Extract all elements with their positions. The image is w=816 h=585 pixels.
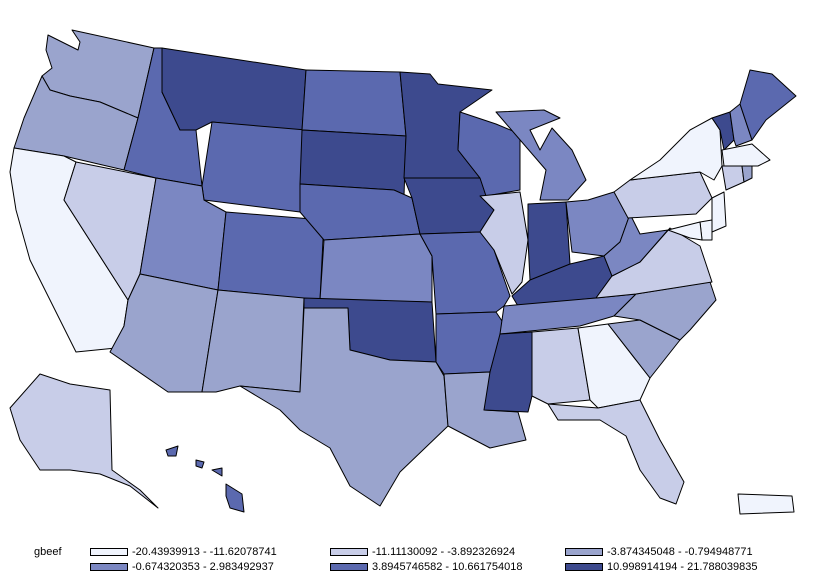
state-nj[interactable] [711,191,727,233]
state-il[interactable] [479,191,529,295]
state-al[interactable] [531,327,591,405]
legend-swatch [90,563,128,571]
legend-item: -20.43939913 - -11.62078741 [90,545,277,559]
state-pr[interactable] [737,493,795,515]
state-nd[interactable] [301,69,407,137]
state-ct[interactable] [721,165,745,191]
legend-label: 3.8945746582 - 10.661754018 [372,561,523,573]
state-hi[interactable] [165,445,245,513]
legend-swatch [565,563,603,571]
us-choropleth-map [9,29,797,515]
legend-item: 10.998914194 - 21.788039835 [565,560,757,574]
state-tx[interactable] [239,307,449,507]
state-ks[interactable] [319,233,433,303]
legend-item: -11.11130092 - -3.892326924 [330,545,515,559]
state-wi[interactable] [457,111,521,197]
state-fl[interactable] [547,399,685,505]
state-ny[interactable] [629,117,723,181]
legend-item: 3.8945746582 - 10.661754018 [330,560,522,574]
map-legend: gbeef -20.43939913 - -11.62078741 -11.11… [0,540,816,580]
state-me[interactable] [739,69,797,141]
legend-label: -20.43939913 - -11.62078741 [132,546,277,558]
legend-swatch [330,563,368,571]
legend-label: -0.674320353 - 2.983492937 [132,561,274,573]
state-nh[interactable] [729,103,753,147]
state-ma[interactable] [721,143,771,167]
state-wv[interactable] [603,213,669,277]
legend-item: -0.674320353 - 2.983492937 [90,560,274,574]
state-mi[interactable] [495,109,587,201]
state-co[interactable] [217,211,325,301]
state-wy[interactable] [201,121,307,213]
legend-label: 10.998914194 - 21.788039835 [607,561,758,573]
state-vt[interactable] [711,111,735,151]
legend-title: gbeef [34,546,62,558]
legend-item: -3.874345048 - -0.794948771 [565,545,753,559]
state-pa[interactable] [613,171,713,219]
legend-swatch [330,548,368,556]
state-mt[interactable] [161,47,307,133]
legend-label: -3.874345048 - -0.794948771 [607,546,753,558]
legend-label: -11.11130092 - -3.892326924 [372,546,516,558]
state-md[interactable] [667,221,703,241]
state-nm[interactable] [201,289,305,393]
state-ak[interactable] [9,373,159,509]
state-ri[interactable] [741,165,753,183]
legend-swatch [565,548,603,556]
legend-swatch [90,548,128,556]
